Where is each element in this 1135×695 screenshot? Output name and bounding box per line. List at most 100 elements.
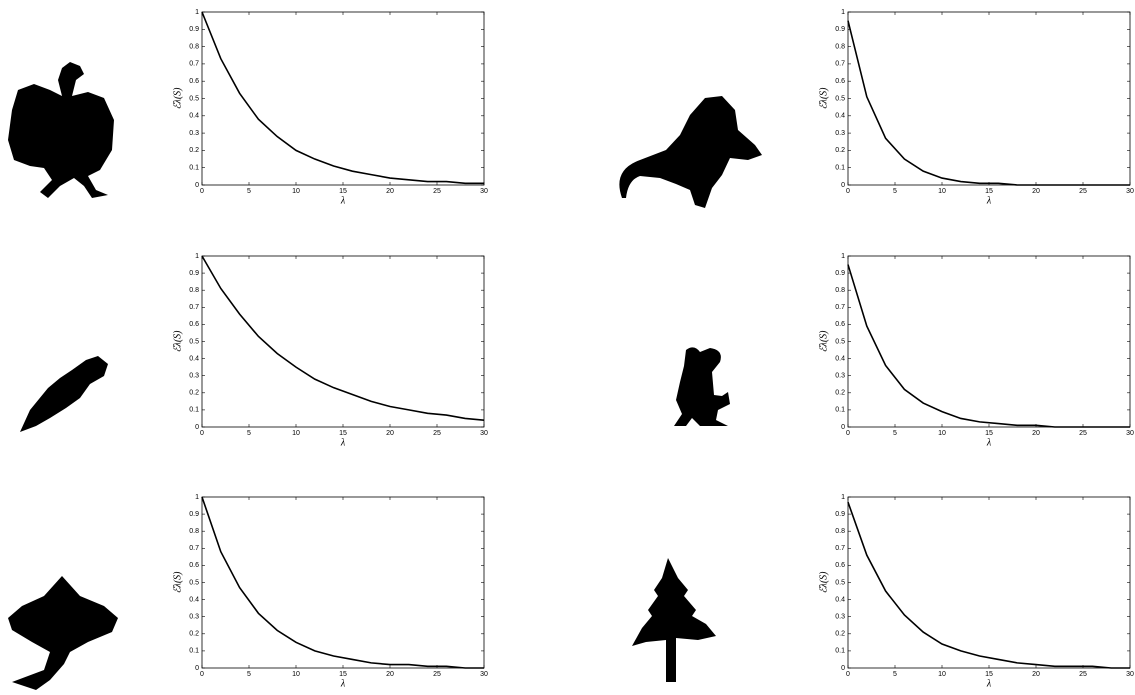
y-axis-label: ℰλ(S) xyxy=(172,87,183,110)
x-tick-label: 10 xyxy=(938,430,946,437)
x-tick-label: 10 xyxy=(292,430,300,437)
x-tick-label: 20 xyxy=(386,671,394,678)
y-tick-label: 1 xyxy=(841,9,845,16)
curve xyxy=(202,497,484,668)
y-tick-label: 0.5 xyxy=(835,338,845,345)
x-tick-label: 5 xyxy=(247,430,251,437)
x-tick-label: 20 xyxy=(1032,430,1040,437)
y-axis-label: ℰλ(S) xyxy=(818,87,829,110)
y-tick-label: 0.6 xyxy=(835,78,845,85)
x-tick-label: 10 xyxy=(292,671,300,678)
y-tick-label: 0 xyxy=(841,182,845,189)
x-tick-label: 15 xyxy=(985,430,993,437)
y-tick-label: 0.3 xyxy=(189,130,199,137)
x-tick-label: 15 xyxy=(985,188,993,195)
y-tick-label: 0.3 xyxy=(835,373,845,380)
x-tick-label: 5 xyxy=(893,671,897,678)
x-tick-label: 0 xyxy=(846,188,850,195)
y-tick-label: 0.8 xyxy=(189,287,199,294)
lizard-silhouette xyxy=(619,96,762,208)
y-tick-label: 0.4 xyxy=(189,113,199,120)
y-tick-label: 0.7 xyxy=(835,304,845,311)
x-tick-label: 30 xyxy=(1126,671,1134,678)
y-tick-label: 1 xyxy=(195,494,199,501)
y-tick-label: 0.3 xyxy=(189,614,199,621)
y-tick-label: 0.6 xyxy=(189,78,199,85)
y-tick-label: 0.2 xyxy=(835,147,845,154)
y-tick-label: 0.2 xyxy=(835,631,845,638)
x-tick-label: 25 xyxy=(1079,188,1087,195)
y-tick-label: 0.4 xyxy=(835,596,845,603)
x-axis-label: λ xyxy=(340,195,346,206)
x-tick-label: 30 xyxy=(1126,188,1134,195)
x-tick-label: 25 xyxy=(433,430,441,437)
y-tick-label: 0.5 xyxy=(835,579,845,586)
x-tick-label: 30 xyxy=(480,188,488,195)
y-axis-label: ℰλ(S) xyxy=(172,330,183,353)
curve xyxy=(848,502,1130,668)
axes-box xyxy=(202,256,484,427)
y-axis-label: ℰλ(S) xyxy=(818,330,829,353)
x-tick-label: 0 xyxy=(200,671,204,678)
y-tick-label: 0.9 xyxy=(835,26,845,33)
rooster-silhouette xyxy=(8,62,114,198)
x-tick-label: 15 xyxy=(339,671,347,678)
x-tick-label: 20 xyxy=(1032,671,1040,678)
x-tick-label: 15 xyxy=(339,430,347,437)
y-axis-label: ℰλ(S) xyxy=(818,571,829,594)
y-tick-label: 0.6 xyxy=(835,562,845,569)
y-tick-label: 0.4 xyxy=(835,113,845,120)
y-tick-label: 0.3 xyxy=(835,130,845,137)
x-tick-label: 15 xyxy=(339,188,347,195)
y-tick-label: 0.1 xyxy=(835,648,845,655)
x-tick-label: 0 xyxy=(200,188,204,195)
axes-box xyxy=(848,256,1130,427)
x-tick-label: 20 xyxy=(386,188,394,195)
y-tick-label: 0 xyxy=(195,424,199,431)
y-tick-label: 0.9 xyxy=(189,511,199,518)
y-tick-label: 0.9 xyxy=(835,511,845,518)
stingray-silhouette xyxy=(8,576,118,690)
x-tick-label: 25 xyxy=(433,188,441,195)
y-tick-label: 0.4 xyxy=(189,596,199,603)
x-tick-label: 30 xyxy=(1126,430,1134,437)
y-tick-label: 0.5 xyxy=(835,95,845,102)
x-tick-label: 0 xyxy=(846,430,850,437)
y-tick-label: 0.1 xyxy=(189,648,199,655)
y-tick-label: 1 xyxy=(841,253,845,260)
curve xyxy=(202,256,484,420)
y-tick-label: 0.5 xyxy=(189,579,199,586)
x-axis-label: λ xyxy=(986,678,992,689)
axes-box xyxy=(848,12,1130,185)
y-tick-label: 0.8 xyxy=(835,287,845,294)
x-axis-label: λ xyxy=(340,437,346,448)
x-tick-label: 5 xyxy=(247,188,251,195)
y-tick-label: 0.2 xyxy=(189,147,199,154)
x-tick-label: 20 xyxy=(386,430,394,437)
y-tick-label: 0.2 xyxy=(189,631,199,638)
x-tick-label: 10 xyxy=(292,188,300,195)
y-tick-label: 1 xyxy=(841,494,845,501)
x-tick-label: 25 xyxy=(433,671,441,678)
y-tick-label: 0.6 xyxy=(189,321,199,328)
y-tick-label: 0.9 xyxy=(835,270,845,277)
axes-box xyxy=(848,497,1130,668)
y-tick-label: 0.7 xyxy=(189,304,199,311)
x-tick-label: 25 xyxy=(1079,430,1087,437)
x-tick-label: 0 xyxy=(846,671,850,678)
y-tick-label: 0.1 xyxy=(835,407,845,414)
y-tick-label: 0.6 xyxy=(835,321,845,328)
mouse-silhouette xyxy=(674,347,730,426)
y-tick-label: 0.3 xyxy=(189,373,199,380)
y-tick-label: 0 xyxy=(841,424,845,431)
page: 05101520253000.10.20.30.40.50.60.70.80.9… xyxy=(0,0,1135,695)
y-tick-label: 0.5 xyxy=(189,95,199,102)
y-tick-label: 0.9 xyxy=(189,26,199,33)
y-tick-label: 0.4 xyxy=(835,355,845,362)
x-tick-label: 10 xyxy=(938,188,946,195)
x-tick-label: 20 xyxy=(1032,188,1040,195)
silhouettes xyxy=(8,62,762,690)
y-tick-label: 0 xyxy=(841,665,845,672)
y-axis-label: ℰλ(S) xyxy=(172,571,183,594)
y-tick-label: 0.2 xyxy=(835,390,845,397)
